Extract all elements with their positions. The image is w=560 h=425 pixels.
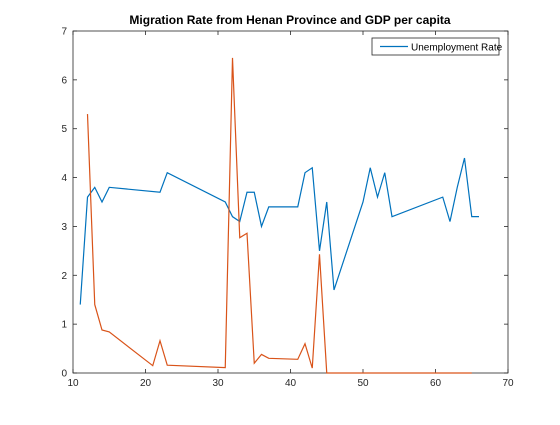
x-tick-label: 60 <box>430 378 442 389</box>
chart-title: Migration Rate from Henan Province and G… <box>129 13 451 27</box>
x-tick-label: 30 <box>212 378 224 389</box>
y-tick-label: 3 <box>61 222 67 233</box>
y-tick-label: 5 <box>61 124 67 135</box>
y-tick-label: 0 <box>61 369 67 380</box>
x-tick-label: 40 <box>285 378 297 389</box>
legend: Unemployment Rate <box>371 37 503 56</box>
x-tick-label: 10 <box>67 378 79 389</box>
series-line-unemployment-rate <box>79 157 479 305</box>
y-tick-label: 4 <box>61 173 67 184</box>
y-tick-label: 1 <box>61 320 67 331</box>
x-tick-label: 20 <box>140 378 152 389</box>
legend-label-unemployment-rate: Unemployment Rate <box>411 43 503 54</box>
x-tick-label: 50 <box>357 378 369 389</box>
x-tick-label: 70 <box>502 378 514 389</box>
legend-box <box>371 37 500 56</box>
y-tick-label: 2 <box>61 271 67 282</box>
series-line-series-2 <box>86 57 472 374</box>
y-tick-label: 7 <box>61 27 67 38</box>
y-tick-label: 6 <box>61 75 67 86</box>
